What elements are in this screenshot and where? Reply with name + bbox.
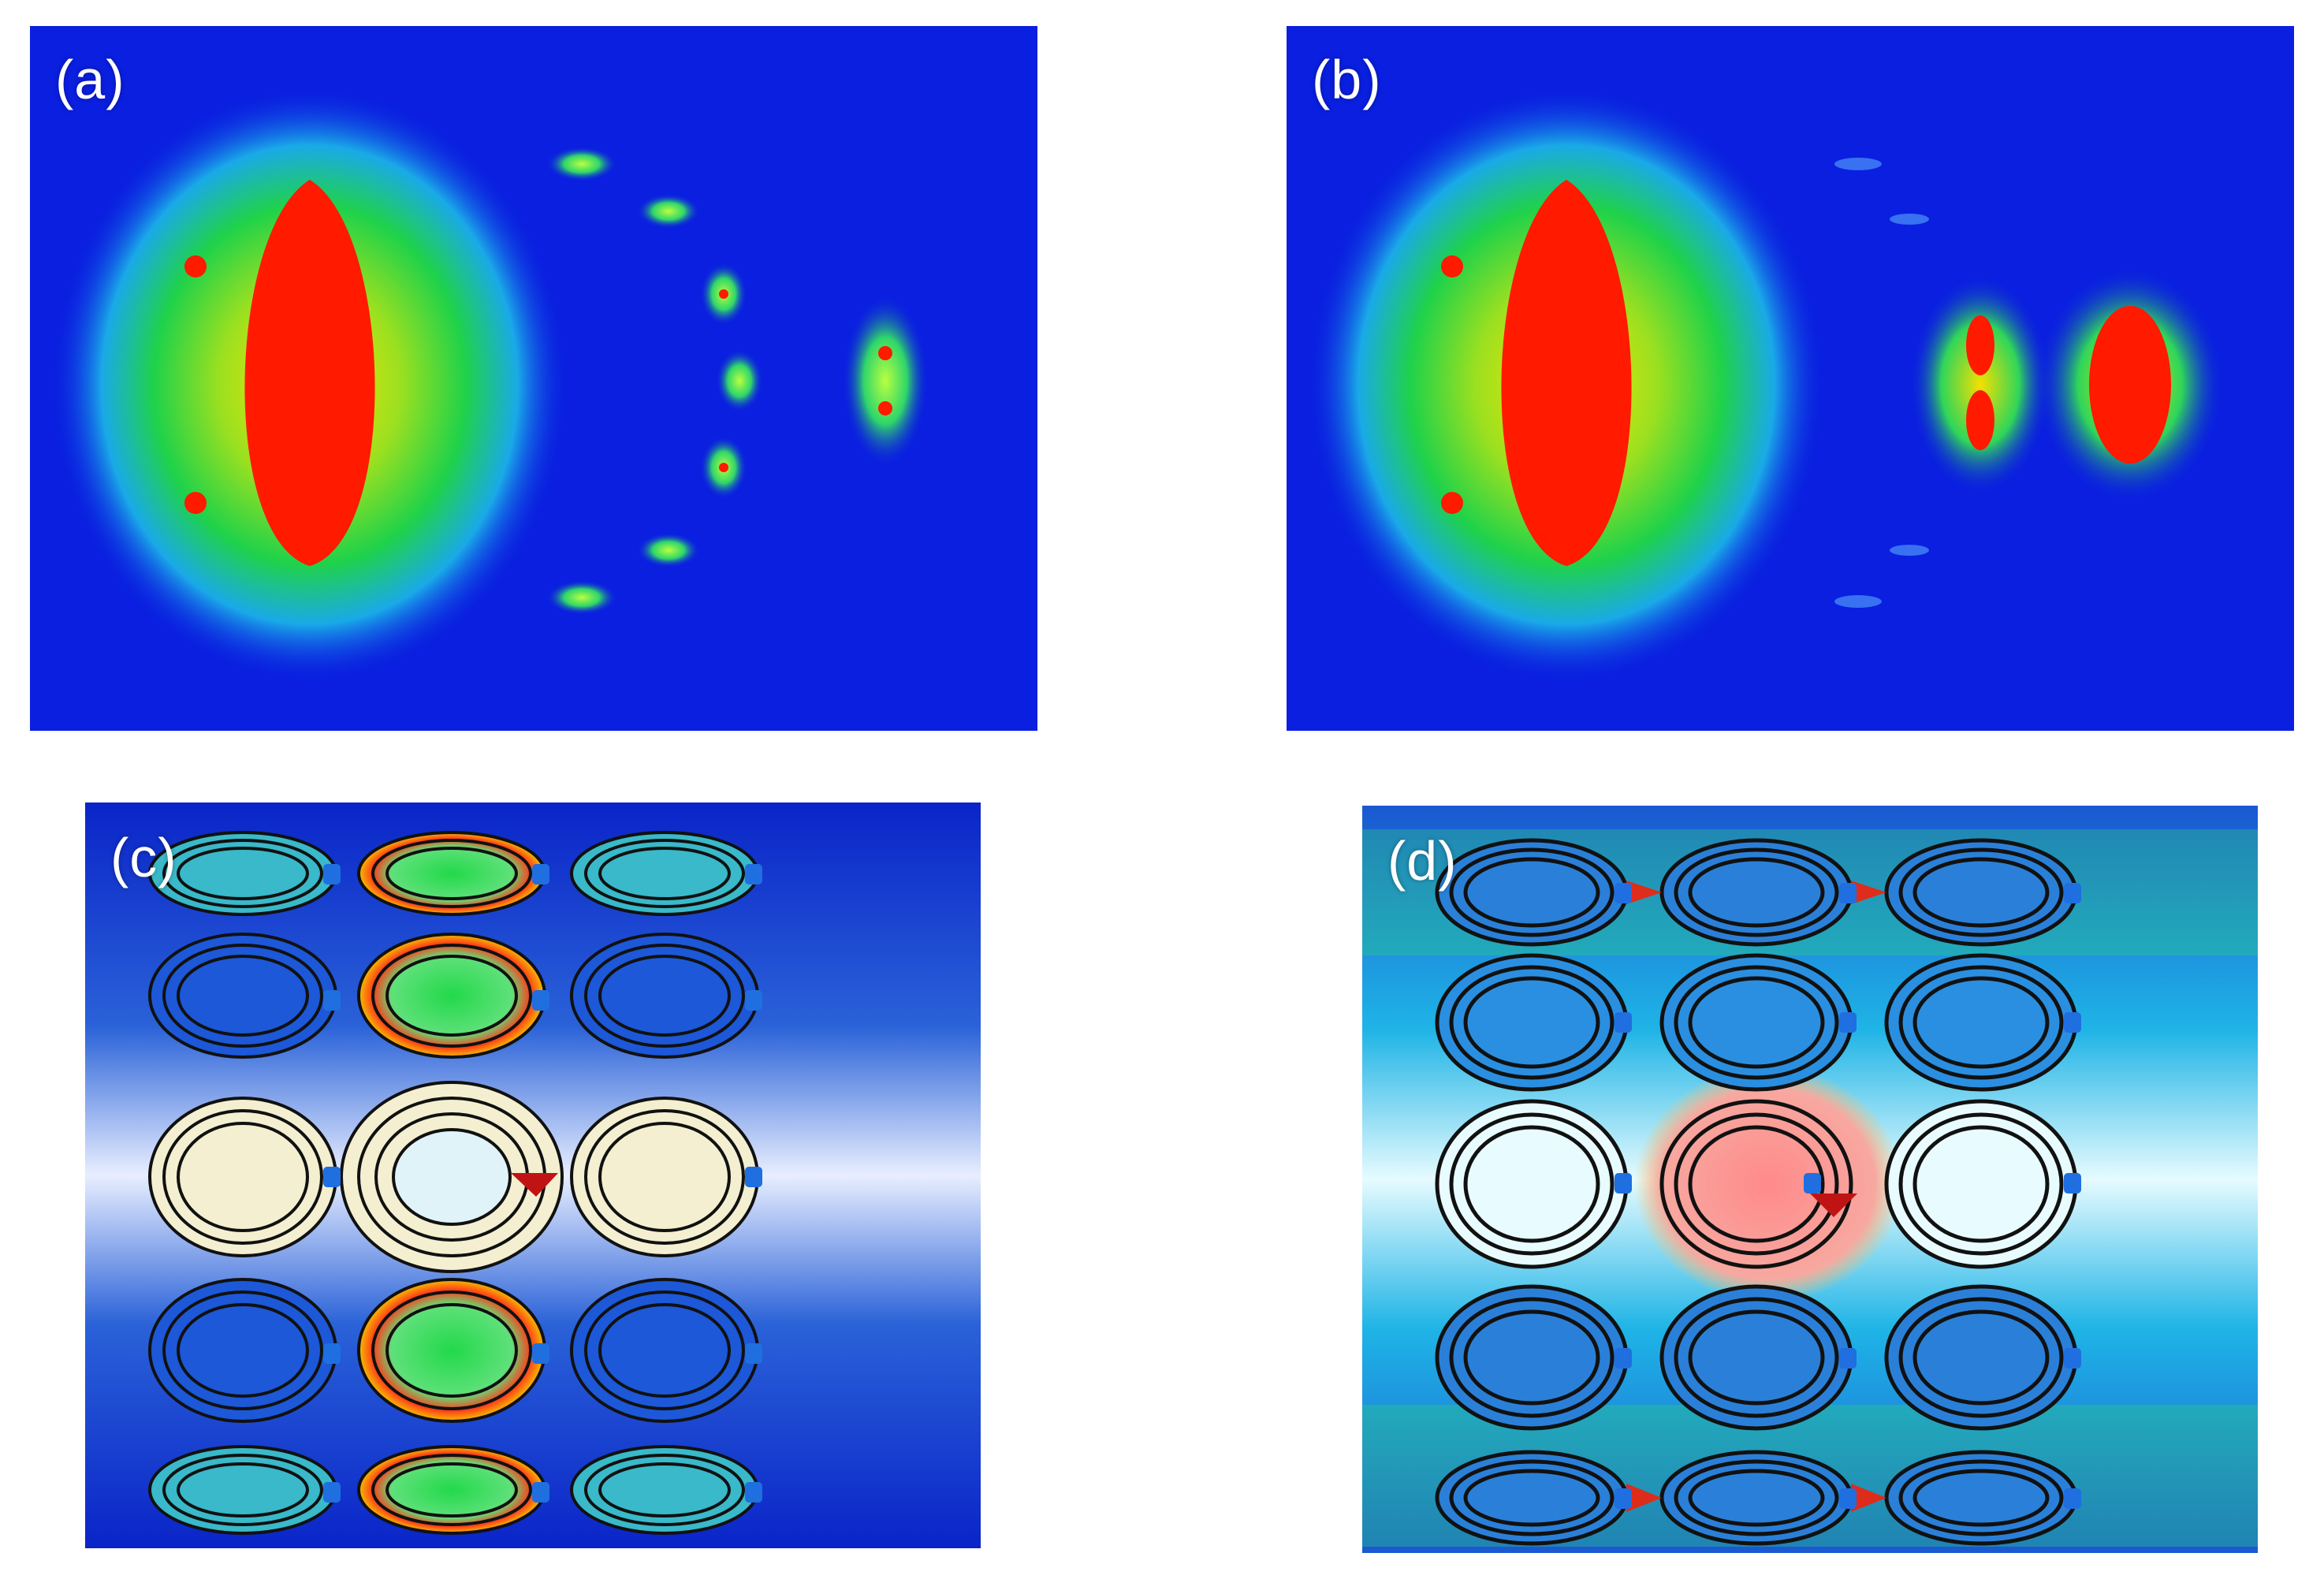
coil-array-d-image xyxy=(1362,806,2258,1553)
field-map-panel-b: (b) xyxy=(1287,26,2294,731)
field-map-panel-a: (a) xyxy=(30,26,1037,731)
panel-label-b: (b) xyxy=(1312,49,1382,110)
panel-label-a: (a) xyxy=(55,49,125,110)
coil-array-panel-d: (d) xyxy=(1362,806,2258,1553)
field-map-b-image xyxy=(1287,26,2294,731)
coil-array-panel-c: (c) xyxy=(85,803,981,1548)
panel-label-c: (c) xyxy=(110,827,177,888)
field-map-a-image xyxy=(30,26,1037,731)
panel-label-d: (d) xyxy=(1387,830,1458,892)
coil-array-c-image xyxy=(85,803,981,1548)
